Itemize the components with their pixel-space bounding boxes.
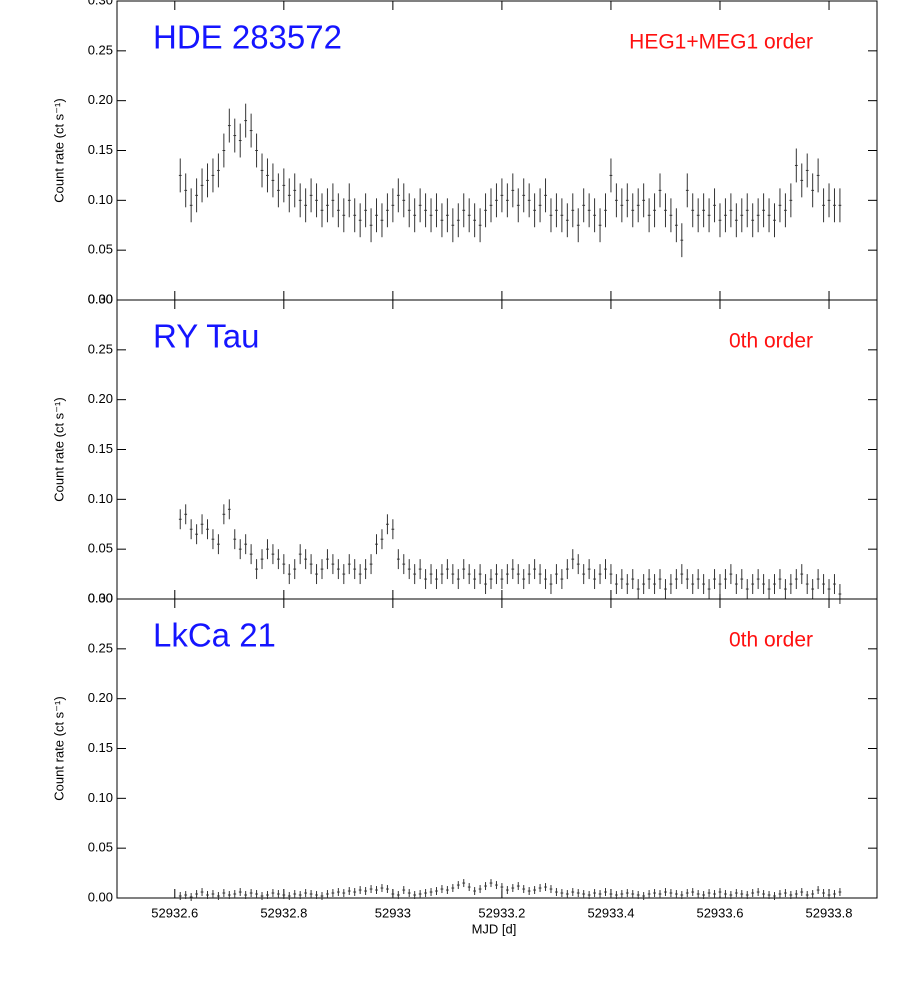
- y-tick-label: 0.00: [88, 590, 113, 605]
- y-axis-label: Count rate (ct s⁻¹): [51, 98, 66, 202]
- x-tick-label: 52933.4: [587, 905, 634, 920]
- y-tick-label: 0.15: [88, 740, 113, 755]
- y-axis-label: Count rate (ct s⁻¹): [51, 696, 66, 800]
- y-tick-label: 0.25: [88, 640, 113, 655]
- x-tick-label: 52933.6: [696, 905, 743, 920]
- panel-annotation: HEG1+MEG1 order: [629, 31, 813, 54]
- panel-title: LkCa 21: [153, 617, 276, 654]
- x-tick-label: 52933: [375, 905, 411, 920]
- x-tick-label: 52932.8: [260, 905, 307, 920]
- y-tick-label: 0.30: [88, 0, 113, 7]
- y-axis-label: Count rate (ct s⁻¹): [51, 397, 66, 501]
- y-tick-label: 0.00: [88, 291, 113, 306]
- y-tick-label: 0.20: [88, 391, 113, 406]
- x-tick-label: 52933.8: [806, 905, 853, 920]
- y-tick-label: 0.05: [88, 840, 113, 855]
- y-tick-label: 0.05: [88, 541, 113, 556]
- y-tick-label: 0.20: [88, 690, 113, 705]
- y-tick-label: 0.05: [88, 242, 113, 257]
- y-tick-label: 0.10: [88, 491, 113, 506]
- panel-title: RY Tau: [153, 318, 259, 355]
- y-tick-label: 0.10: [88, 192, 113, 207]
- y-tick-label: 0.15: [88, 441, 113, 456]
- panel-annotation: 0th order: [729, 330, 813, 353]
- y-tick-label: 0.30: [88, 590, 113, 605]
- y-tick-label: 0.10: [88, 790, 113, 805]
- panel-title: HDE 283572: [153, 19, 342, 56]
- panel-annotation: 0th order: [729, 629, 813, 652]
- y-tick-label: 0.00: [88, 889, 113, 904]
- y-tick-label: 0.30: [88, 291, 113, 306]
- y-tick-label: 0.25: [88, 42, 113, 57]
- x-tick-label: 52932.6: [151, 905, 198, 920]
- y-tick-label: 0.20: [88, 92, 113, 107]
- x-tick-label: 52933.2: [478, 905, 525, 920]
- y-tick-label: 0.15: [88, 142, 113, 157]
- y-tick-label: 0.25: [88, 341, 113, 356]
- x-axis-label: MJD [d]: [472, 921, 517, 936]
